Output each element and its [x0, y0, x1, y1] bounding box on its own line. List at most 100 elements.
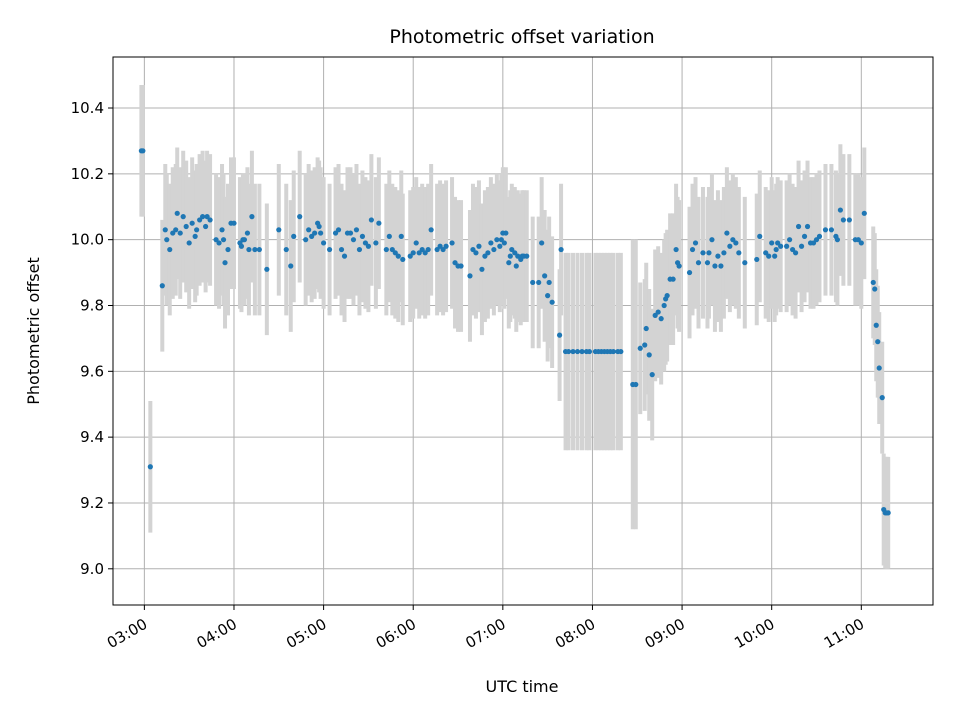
data-point	[383, 246, 389, 253]
data-point	[861, 210, 867, 216]
data-point	[876, 365, 882, 371]
data-point	[197, 217, 203, 223]
y-axis-ticks: 9.0 9.2 9.4 9.6 9.8 10.0 10.2 10.4	[71, 99, 113, 578]
data-point	[386, 233, 392, 239]
data-point	[801, 233, 808, 239]
data-point	[303, 237, 309, 243]
data-point	[220, 237, 227, 243]
data-point	[536, 279, 542, 286]
data-point	[816, 233, 823, 239]
data-point	[395, 253, 401, 259]
data-point	[476, 243, 482, 249]
data-point	[724, 230, 730, 236]
data-point	[579, 348, 585, 355]
data-point	[467, 273, 473, 279]
data-point	[216, 240, 222, 246]
data-point	[775, 240, 781, 246]
y-tick-label: 10.2	[71, 165, 104, 183]
data-point	[140, 148, 146, 154]
data-point	[834, 237, 841, 243]
data-markers	[138, 148, 891, 516]
data-point	[473, 250, 479, 256]
plot-background	[113, 57, 933, 605]
data-point	[491, 246, 497, 253]
data-point	[700, 250, 706, 256]
data-point	[736, 250, 742, 256]
data-point	[643, 325, 649, 332]
data-point	[789, 246, 796, 253]
data-point	[368, 217, 374, 223]
x-axis-title: UTC time	[486, 677, 559, 696]
data-point	[437, 243, 443, 249]
data-point	[813, 237, 820, 243]
data-point	[162, 227, 168, 233]
data-point	[509, 246, 515, 253]
data-point	[712, 263, 718, 269]
data-point	[200, 214, 206, 220]
data-point	[686, 269, 693, 276]
data-point	[283, 246, 289, 253]
data-point	[306, 227, 312, 233]
data-point	[488, 240, 494, 246]
data-point	[503, 230, 509, 236]
data-point	[356, 246, 363, 253]
plot-frame	[112, 56, 934, 606]
data-point	[633, 381, 639, 388]
data-point	[873, 322, 879, 328]
data-point	[637, 345, 643, 351]
data-point	[434, 246, 440, 253]
data-point	[515, 253, 521, 259]
data-point	[545, 293, 551, 299]
data-point	[207, 217, 213, 223]
data-point	[763, 250, 769, 256]
data-point	[773, 246, 779, 253]
data-point	[676, 263, 682, 269]
data-point	[213, 237, 219, 243]
data-point	[704, 260, 711, 266]
data-point	[649, 372, 655, 378]
data-point	[539, 240, 545, 246]
data-point	[174, 210, 180, 216]
data-point	[170, 230, 176, 236]
data-point	[180, 214, 186, 220]
data-point	[428, 227, 434, 233]
data-point	[291, 233, 297, 239]
data-point	[312, 230, 318, 236]
data-point	[376, 220, 382, 226]
data-point	[742, 260, 748, 266]
y-tick-label: 9.0	[80, 560, 104, 578]
data-point	[610, 348, 616, 355]
data-point	[452, 260, 458, 266]
data-point	[646, 352, 652, 358]
data-point	[167, 246, 173, 253]
y-tick-label: 9.4	[80, 428, 104, 446]
data-point	[846, 217, 852, 223]
data-point	[586, 348, 593, 355]
chart-title: Photometric offset variation	[389, 26, 654, 48]
data-point	[164, 237, 170, 243]
data-point	[670, 276, 676, 282]
data-point	[440, 246, 446, 253]
data-point	[347, 230, 354, 236]
y-tick-label: 10.4	[71, 99, 104, 117]
data-point	[709, 237, 715, 243]
data-point	[837, 207, 843, 213]
data-point	[392, 250, 398, 256]
data-point	[885, 510, 891, 516]
y-tick-label: 9.2	[80, 494, 104, 512]
data-point	[256, 246, 262, 253]
data-point	[485, 250, 491, 256]
data-point	[479, 266, 485, 272]
data-point	[264, 266, 270, 272]
data-point	[186, 240, 192, 246]
data-point	[389, 246, 395, 253]
data-point	[828, 227, 835, 233]
data-point	[350, 237, 357, 243]
y-axis-title: Photometric offset	[24, 257, 43, 405]
data-point	[524, 253, 530, 259]
data-point	[398, 233, 404, 239]
data-point	[413, 240, 419, 246]
data-point	[494, 237, 500, 243]
data-point	[173, 227, 179, 233]
data-point	[238, 243, 245, 249]
